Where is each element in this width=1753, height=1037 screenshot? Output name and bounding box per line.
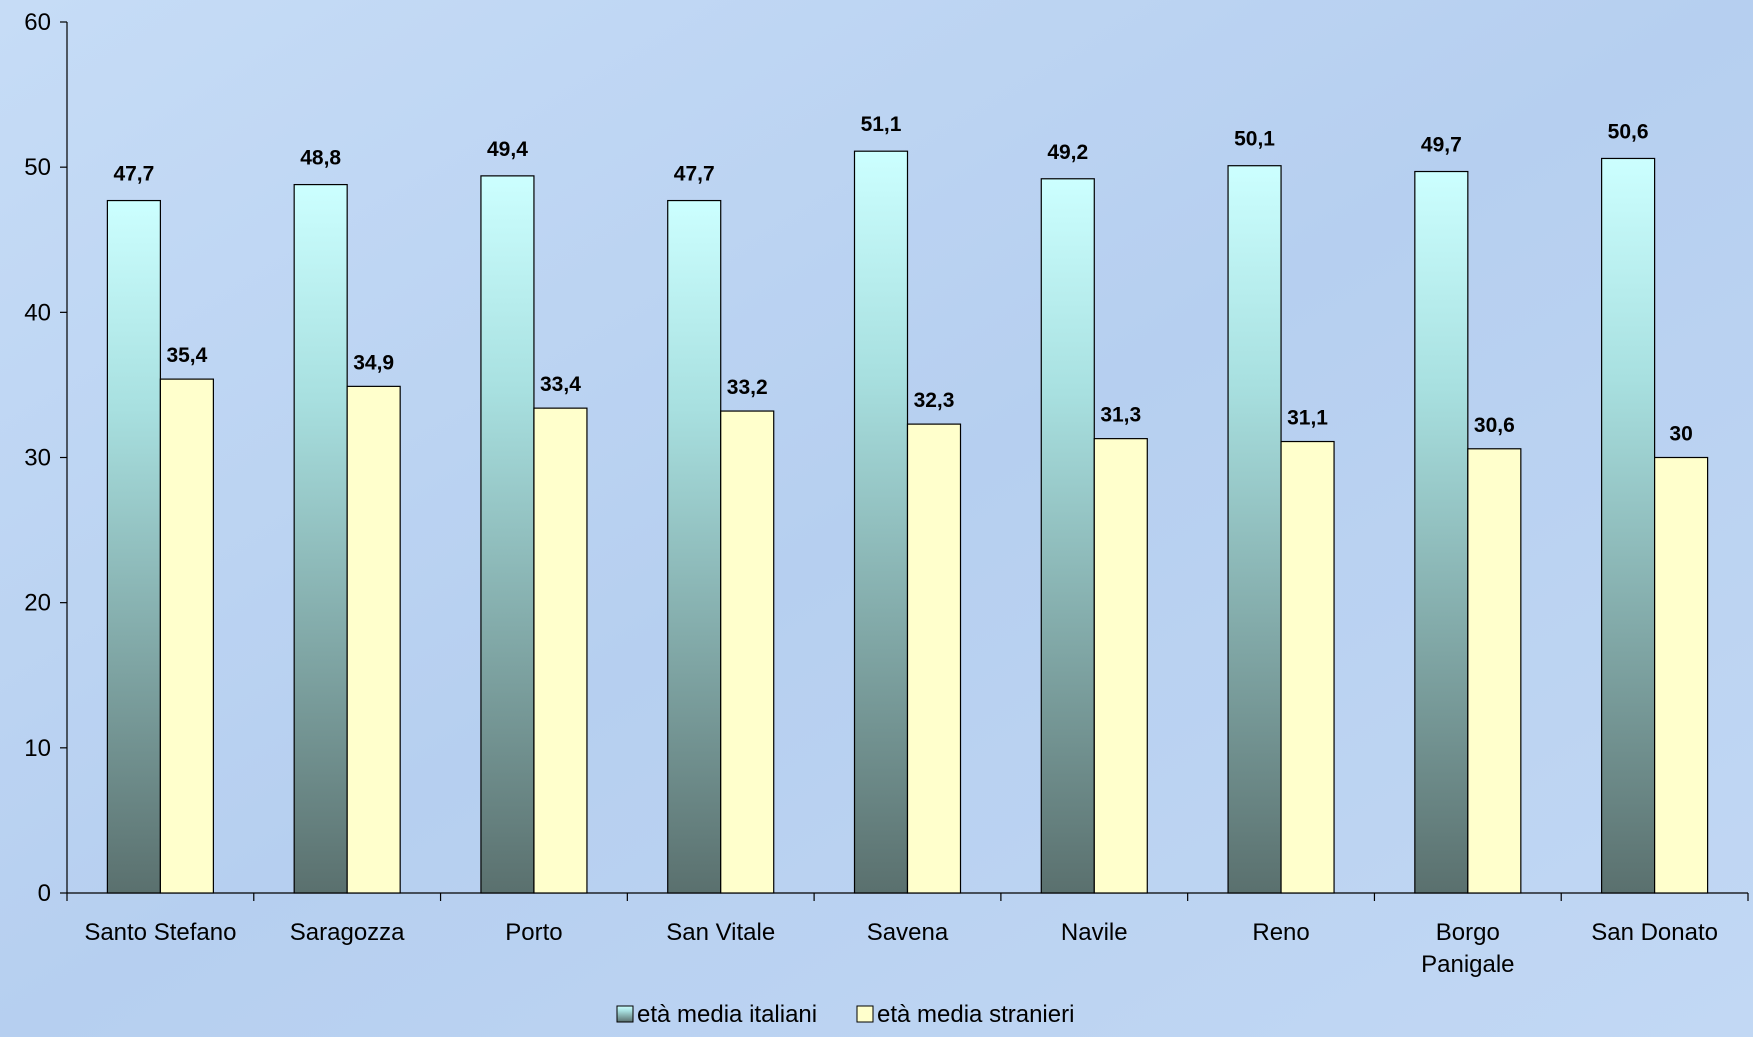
bar-eta-media-stranieri xyxy=(1467,448,1522,894)
bar-eta-media-italiani xyxy=(293,183,348,894)
data-label-eta-media-stranieri: 31,1 xyxy=(1287,407,1328,430)
y-tick-label: 10 xyxy=(24,735,51,762)
bar-eta-media-stranieri xyxy=(533,407,588,894)
bar-eta-media-stranieri xyxy=(1093,438,1148,894)
bar-eta-media-italiani xyxy=(1040,178,1095,894)
y-tick-label: 30 xyxy=(24,445,51,472)
data-label-eta-media-stranieri: 33,4 xyxy=(540,373,581,396)
data-label-eta-media-italiani: 47,7 xyxy=(674,163,715,186)
data-label-eta-media-italiani: 50,6 xyxy=(1608,120,1649,143)
bar-eta-media-stranieri xyxy=(346,385,401,894)
data-label-eta-media-stranieri: 33,2 xyxy=(727,376,768,399)
y-tick-label: 40 xyxy=(24,299,51,326)
data-label-eta-media-stranieri: 35,4 xyxy=(166,344,207,367)
data-label-eta-media-italiani: 49,4 xyxy=(487,138,528,161)
data-label-eta-media-italiani: 47,7 xyxy=(113,163,154,186)
legend-label-eta-media-stranieri: età media stranieri xyxy=(877,1001,1074,1028)
y-tick-label: 0 xyxy=(38,880,51,907)
data-label-eta-media-stranieri: 30 xyxy=(1669,423,1692,446)
legend-swatch-eta-media-italiani xyxy=(616,1005,634,1023)
bar-eta-media-italiani xyxy=(480,175,535,894)
data-label-eta-media-stranieri: 30,6 xyxy=(1474,414,1515,437)
x-tick-label: Santo Stefano xyxy=(84,919,236,946)
bar-eta-media-italiani xyxy=(853,150,909,894)
data-label-eta-media-italiani: 50,1 xyxy=(1234,128,1275,151)
x-tick-label: Porto xyxy=(505,919,562,946)
bar-eta-media-stranieri xyxy=(1654,456,1709,894)
data-label-eta-media-italiani: 49,7 xyxy=(1421,134,1462,157)
bar-eta-media-italiani xyxy=(106,199,161,894)
x-tick-label: Navile xyxy=(1061,919,1128,946)
bar-eta-media-italiani xyxy=(667,199,722,894)
x-tick-label: Reno xyxy=(1252,919,1309,946)
bar-eta-media-stranieri xyxy=(906,423,962,894)
data-label-eta-media-italiani: 48,8 xyxy=(300,147,341,170)
x-tick-label: San Donato xyxy=(1591,919,1718,946)
legend-label-eta-media-italiani: età media italiani xyxy=(637,1001,817,1028)
x-tick-label: Saragozza xyxy=(290,919,405,946)
y-tick-label: 50 xyxy=(24,154,51,181)
bar-eta-media-italiani xyxy=(1414,170,1469,894)
bar-eta-media-italiani xyxy=(1601,157,1656,894)
x-tick-label: Panigale xyxy=(1421,951,1514,978)
y-tick-label: 20 xyxy=(24,590,51,617)
x-tick-label: Savena xyxy=(867,919,949,946)
bar-eta-media-stranieri xyxy=(720,410,775,894)
bar-eta-media-stranieri xyxy=(1280,440,1335,894)
bar-eta-media-stranieri xyxy=(159,378,214,894)
x-tick-label: Borgo xyxy=(1436,919,1500,946)
data-label-eta-media-stranieri: 34,9 xyxy=(353,351,394,374)
y-tick-label: 60 xyxy=(24,9,51,36)
bar-eta-media-italiani xyxy=(1227,165,1282,894)
legend-swatch-eta-media-stranieri xyxy=(856,1005,874,1023)
data-label-eta-media-stranieri: 32,3 xyxy=(914,389,955,412)
data-label-eta-media-stranieri: 31,3 xyxy=(1100,404,1141,427)
data-label-eta-media-italiani: 51,1 xyxy=(861,113,902,136)
x-tick-label: San Vitale xyxy=(666,919,775,946)
data-label-eta-media-italiani: 49,2 xyxy=(1047,141,1088,164)
